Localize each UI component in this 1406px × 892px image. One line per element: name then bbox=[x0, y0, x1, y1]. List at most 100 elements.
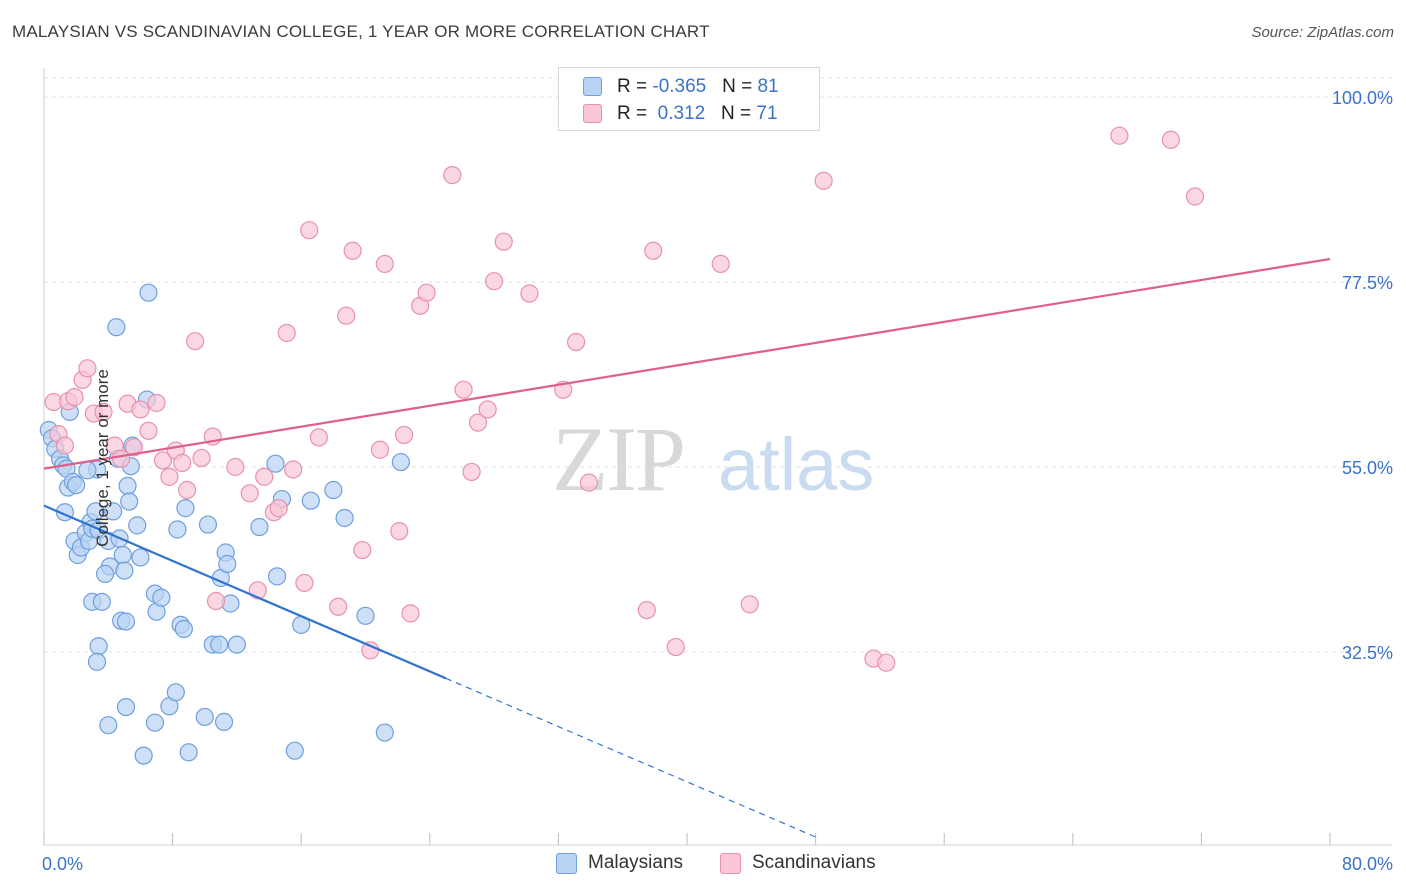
point-scandinavians-57 bbox=[566, 332, 586, 352]
point-malaysians-25 bbox=[87, 652, 107, 671]
bottom-legend-label-scandinavians: Scandinavians bbox=[752, 852, 876, 873]
point-malaysians-38 bbox=[128, 516, 147, 535]
point-malaysians-73 bbox=[335, 508, 354, 528]
point-scandinavians-48 bbox=[443, 166, 462, 185]
legend-text-scandinavians: R = 0.312 N = 71 bbox=[617, 103, 778, 125]
point-malaysians-80 bbox=[250, 517, 269, 537]
legend-swatch-malaysians bbox=[583, 77, 602, 96]
point-malaysians-30 bbox=[104, 502, 123, 521]
point-malaysians-66 bbox=[166, 683, 185, 702]
point-malaysians-64 bbox=[214, 712, 234, 731]
point-malaysians-61 bbox=[145, 713, 165, 732]
legend-r-value: 0.312 bbox=[652, 103, 706, 124]
trend-line-malaysians-extension bbox=[445, 677, 816, 838]
point-scandinavians-44 bbox=[394, 425, 414, 445]
point-malaysians-63 bbox=[99, 716, 118, 735]
point-malaysians-24 bbox=[89, 637, 108, 656]
point-scandinavians-42 bbox=[375, 254, 394, 274]
point-scandinavians-4 bbox=[65, 388, 84, 407]
point-scandinavians-30 bbox=[269, 499, 288, 518]
y-axis-label: College, 1 year or more bbox=[92, 369, 112, 547]
point-scandinavians-32 bbox=[284, 460, 303, 479]
point-malaysians-48 bbox=[168, 520, 187, 539]
point-malaysians-52 bbox=[198, 515, 218, 534]
point-malaysians-39 bbox=[131, 548, 150, 567]
series-scandinavians bbox=[44, 87, 1205, 672]
point-scandinavians-37 bbox=[337, 306, 356, 325]
point-scandinavians-41 bbox=[370, 440, 390, 459]
point-malaysians-67 bbox=[267, 567, 287, 586]
legend-r-value: -0.365 bbox=[652, 76, 707, 97]
point-scandinavians-55 bbox=[520, 284, 539, 303]
point-malaysians-28 bbox=[95, 564, 115, 583]
point-scandinavians-50 bbox=[462, 462, 481, 482]
x-tick-label-1: 80.0% bbox=[1342, 854, 1393, 874]
y-tick-label-2: 77.5% bbox=[1342, 273, 1393, 293]
point-malaysians-54 bbox=[210, 635, 229, 654]
point-malaysians-76 bbox=[391, 452, 410, 472]
point-scandinavians-67 bbox=[877, 653, 896, 672]
point-malaysians-35 bbox=[120, 492, 139, 511]
point-scandinavians-2 bbox=[55, 436, 74, 455]
point-malaysians-42 bbox=[116, 612, 136, 631]
point-scandinavians-60 bbox=[644, 241, 663, 260]
point-scandinavians-31 bbox=[277, 323, 296, 343]
point-scandinavians-62 bbox=[711, 254, 730, 274]
point-malaysians-69 bbox=[266, 454, 285, 473]
point-malaysians-18 bbox=[86, 502, 105, 521]
point-scandinavians-33 bbox=[295, 573, 314, 593]
point-malaysians-62 bbox=[116, 697, 136, 717]
point-malaysians-74 bbox=[356, 606, 375, 625]
point-scandinavians-36 bbox=[329, 597, 348, 616]
point-malaysians-10 bbox=[67, 475, 86, 495]
point-malaysians-78 bbox=[285, 741, 304, 760]
x-ticks bbox=[43, 833, 1331, 845]
bottom-legend-swatch-malaysians bbox=[556, 853, 577, 874]
point-scandinavians-49 bbox=[454, 380, 473, 399]
point-malaysians-75 bbox=[375, 723, 394, 742]
point-scandinavians-70 bbox=[1185, 187, 1205, 206]
point-scandinavians-13 bbox=[131, 400, 150, 419]
point-scandinavians-15 bbox=[147, 393, 166, 412]
point-scandinavians-39 bbox=[353, 540, 372, 560]
point-malaysians-51 bbox=[176, 499, 195, 518]
point-scandinavians-63 bbox=[740, 595, 759, 614]
point-malaysians-65 bbox=[195, 707, 214, 727]
point-scandinavians-47 bbox=[417, 283, 436, 302]
point-scandinavians-25 bbox=[226, 457, 245, 477]
point-malaysians-44 bbox=[139, 283, 158, 302]
point-scandinavians-8 bbox=[94, 402, 113, 422]
point-scandinavians-21 bbox=[186, 332, 205, 351]
y-tick-labels: 32.5% 55.0% 77.5% 100.0% bbox=[1332, 88, 1393, 663]
trend-line-malaysians bbox=[43, 504, 447, 680]
point-scandinavians-34 bbox=[300, 221, 319, 240]
legend-n-value: 71 bbox=[756, 103, 778, 124]
chart-source: Source: ZipAtlas.com bbox=[1251, 24, 1394, 41]
legend-n-label: N = bbox=[722, 76, 758, 97]
point-scandinavians-22 bbox=[192, 448, 211, 468]
watermark: ZIP atlas bbox=[552, 408, 874, 510]
point-scandinavians-28 bbox=[255, 467, 274, 486]
point-scandinavians-52 bbox=[478, 400, 497, 419]
y-tick-label-1: 55.0% bbox=[1342, 458, 1393, 478]
y-tick-label-0: 32.5% bbox=[1342, 643, 1393, 663]
point-scandinavians-12 bbox=[124, 438, 144, 457]
point-scandinavians-38 bbox=[343, 241, 362, 260]
x-tick-label-0: 0.0% bbox=[42, 854, 83, 874]
point-scandinavians-53 bbox=[485, 272, 504, 291]
point-scandinavians-19 bbox=[173, 453, 192, 472]
point-malaysians-33 bbox=[115, 561, 134, 580]
point-scandinavians-16 bbox=[153, 451, 173, 470]
point-scandinavians-68 bbox=[1110, 126, 1129, 145]
point-malaysians-57 bbox=[218, 554, 237, 574]
bottom-legend-swatch-scandinavians bbox=[720, 853, 741, 874]
trend-line-scandinavians bbox=[43, 257, 1331, 470]
point-malaysians-59 bbox=[227, 635, 246, 654]
point-scandinavians-43 bbox=[390, 522, 409, 541]
point-scandinavians-58 bbox=[579, 473, 599, 492]
point-malaysians-72 bbox=[324, 480, 343, 500]
point-scandinavians-69 bbox=[1161, 130, 1180, 149]
point-scandinavians-26 bbox=[240, 484, 259, 503]
legend: R = -0.365 N = 81 R = 0.312 N = 71 bbox=[558, 67, 820, 131]
